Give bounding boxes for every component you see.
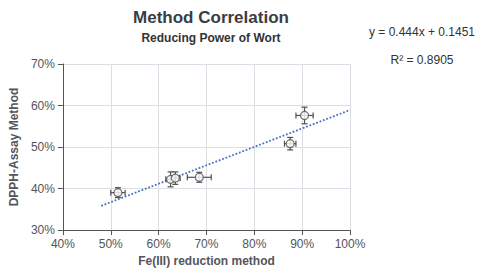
svg-text:DPPH-Assay Method: DPPH-Assay Method [7, 88, 21, 207]
svg-text:40%: 40% [31, 182, 55, 196]
svg-text:70%: 70% [31, 57, 55, 71]
svg-text:R² = 0.8905: R² = 0.8905 [390, 53, 453, 67]
svg-text:100%: 100% [335, 237, 366, 251]
svg-text:60%: 60% [147, 237, 171, 251]
svg-text:50%: 50% [99, 237, 123, 251]
svg-text:80%: 80% [242, 237, 266, 251]
svg-text:90%: 90% [290, 237, 314, 251]
svg-text:Method Correlation: Method Correlation [133, 8, 289, 27]
svg-text:70%: 70% [194, 237, 218, 251]
svg-text:Reducing Power of Wort: Reducing Power of Wort [141, 31, 280, 45]
svg-text:50%: 50% [31, 140, 55, 154]
svg-text:60%: 60% [31, 99, 55, 113]
svg-text:Fe(III) reduction method: Fe(III) reduction method [138, 254, 275, 268]
svg-text:30%: 30% [31, 223, 55, 237]
svg-text:y = 0.444x + 0.1451: y = 0.444x + 0.1451 [369, 25, 475, 39]
svg-text:40%: 40% [51, 237, 75, 251]
